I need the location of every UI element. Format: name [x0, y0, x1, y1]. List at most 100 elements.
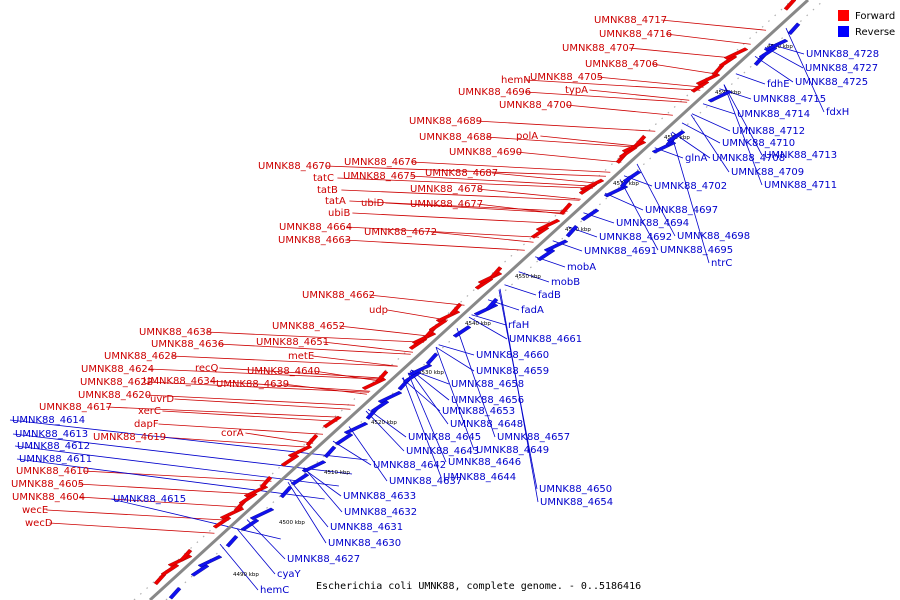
label-connector-line — [341, 189, 580, 201]
label-connector-line — [552, 240, 583, 252]
reverse-gene-label-umnk88-4612: UMNK88_4612 — [17, 441, 90, 452]
forward-gene-label-umnk88-4700: UMNK88_4700 — [499, 100, 572, 111]
label-connector-line — [435, 346, 475, 372]
forward-gene-arrow — [287, 444, 313, 458]
label-connector-line — [325, 165, 606, 177]
forward-gene-label-wece: wecE — [22, 505, 48, 516]
reverse-gene-label-umnk88-4646: UMNK88_4646 — [448, 457, 521, 468]
tick-label: 4560 kbp — [565, 227, 591, 233]
label-connector-line — [476, 120, 656, 132]
forward-gene-label-umnk88-4705: UMNK88_4705 — [530, 72, 603, 83]
label-connector-line — [540, 135, 639, 147]
label-connector-line — [46, 509, 229, 521]
reverse-gene-label-umnk88-4656: UMNK88_4656 — [451, 395, 524, 406]
reverse-gene-label-umnk88-4708: UMNK88_4708 — [712, 153, 785, 164]
reverse-gene-label-umnk88-4645: UMNK88_4645 — [408, 432, 481, 443]
reverse-gene-arrow — [377, 390, 403, 404]
reverse-gene-label-umnk88-4694: UMNK88_4694 — [616, 218, 689, 229]
label-connector-line — [339, 325, 431, 337]
reverse-gene-label-umnk88-4714: UMNK88_4714 — [737, 109, 810, 120]
label-connector-line — [303, 467, 343, 513]
label-connector-line — [345, 239, 525, 251]
label-connector-line — [348, 426, 388, 482]
forward-gene-arrow — [153, 572, 167, 586]
reverse-gene-label-umnk88-4627: UMNK88_4627 — [287, 554, 360, 565]
forward-gene-label-umnk88-4620: UMNK88_4620 — [78, 390, 151, 401]
forward-gene-label-tatc: tatC — [313, 173, 334, 184]
label-connector-line — [314, 370, 382, 382]
reverse-gene-label-umnk88-4712: UMNK88_4712 — [732, 126, 805, 137]
label-connector-line — [385, 202, 566, 214]
forward-gene-label-wecd: wecD — [25, 518, 53, 529]
reverse-gene-label-fada: fadA — [521, 305, 544, 316]
label-connector-line — [246, 519, 286, 560]
label-connector-line — [245, 432, 314, 444]
reverse-gene-arrow — [763, 38, 789, 52]
forward-gene-label-umnk88-4663: UMNK88_4663 — [278, 235, 351, 246]
label-connector-line — [504, 284, 537, 296]
reverse-gene-label-umnk88-4633: UMNK88_4633 — [343, 491, 416, 502]
reverse-gene-arrow — [565, 224, 579, 238]
label-connector-line — [206, 331, 424, 343]
forward-gene-label-umnk88-4604: UMNK88_4604 — [12, 492, 85, 503]
reverse-gene-arrow — [580, 208, 600, 222]
reverse-gene-label-umnk88-4658: UMNK88_4658 — [451, 379, 524, 390]
forward-gene-arrow — [243, 485, 269, 498]
label-connector-line — [219, 543, 259, 591]
reverse-gene-label-umnk88-4709: UMNK88_4709 — [731, 167, 804, 178]
reverse-gene-arrow — [343, 421, 369, 435]
label-connector-line — [409, 370, 449, 425]
label-connector-line — [323, 341, 413, 353]
forward-gene-label-typa: typA — [565, 85, 588, 96]
label-connector-line — [106, 406, 342, 418]
forward-gene-arrow — [428, 319, 448, 332]
label-connector-line — [365, 410, 405, 452]
reverse-gene-label-umnk88-4715: UMNK88_4715 — [753, 94, 826, 105]
label-connector-line — [723, 84, 763, 186]
reverse-gene-arrow — [425, 352, 439, 366]
label-connector-line — [171, 355, 398, 367]
forward-gene-arrow — [559, 202, 573, 215]
reverse-gene-label-umnk88-4630: UMNK88_4630 — [328, 538, 401, 549]
label-connector-line — [83, 470, 272, 482]
label-connector-line — [218, 343, 411, 355]
forward-gene-label-umnk88-4652: UMNK88_4652 — [272, 321, 345, 332]
reverse-gene-arrow — [622, 170, 642, 183]
reverse-gene-arrow — [603, 184, 629, 198]
label-connector-line — [16, 458, 325, 500]
reverse-gene-arrow — [240, 518, 260, 532]
forward-gene-label-umnk88-4690: UMNK88_4690 — [449, 147, 522, 158]
label-connector-line — [566, 104, 673, 116]
forward-gene-label-uvrd: uvrD — [150, 394, 174, 405]
reverse-gene-arrow — [370, 400, 390, 413]
forward-gene-label-xerc: xerC — [138, 406, 161, 417]
forward-gene-label-umnk88-4696: UMNK88_4696 — [458, 87, 531, 98]
reverse-gene-label-ntrc: ntrC — [711, 258, 732, 269]
reverse-gene-label-umnk88-4642: UMNK88_4642 — [373, 460, 446, 471]
label-connector-line — [401, 377, 441, 412]
forward-gene-label-umnk88-4676: UMNK88_4676 — [344, 157, 417, 168]
forward-gene-arrow — [375, 370, 389, 383]
label-connector-line — [438, 344, 475, 356]
forward-gene-arrow — [489, 266, 503, 279]
reverse-gene-label-umnk88-4702: UMNK88_4702 — [654, 181, 727, 192]
label-connector-line — [666, 33, 751, 45]
label-connector-line — [148, 368, 384, 380]
forward-gene-arrow — [711, 63, 725, 77]
forward-gene-label-recq: recQ — [195, 363, 219, 374]
label-connector-line — [499, 288, 539, 503]
reverse-gene-arrow — [249, 507, 275, 521]
reverse-gene-arrow — [707, 90, 733, 103]
legend: Forward Reverse — [838, 10, 895, 38]
forward-gene-arrow — [259, 475, 273, 489]
forward-gene-arrow — [535, 218, 561, 232]
label-connector-line — [332, 440, 372, 466]
tick-label: 4520 kbp — [371, 420, 397, 426]
label-connector-line — [525, 91, 688, 103]
reverse-gene-arrow — [190, 564, 210, 577]
reverse-gene-label-fadb: fadB — [538, 290, 561, 301]
reverse-gene-label-cyay: cyaY — [277, 569, 302, 580]
forward-gene-label-umnk88-4610: UMNK88_4610 — [16, 466, 89, 477]
forward-legend-label: Forward — [855, 11, 895, 22]
reverse-gene-arrow — [787, 22, 801, 36]
